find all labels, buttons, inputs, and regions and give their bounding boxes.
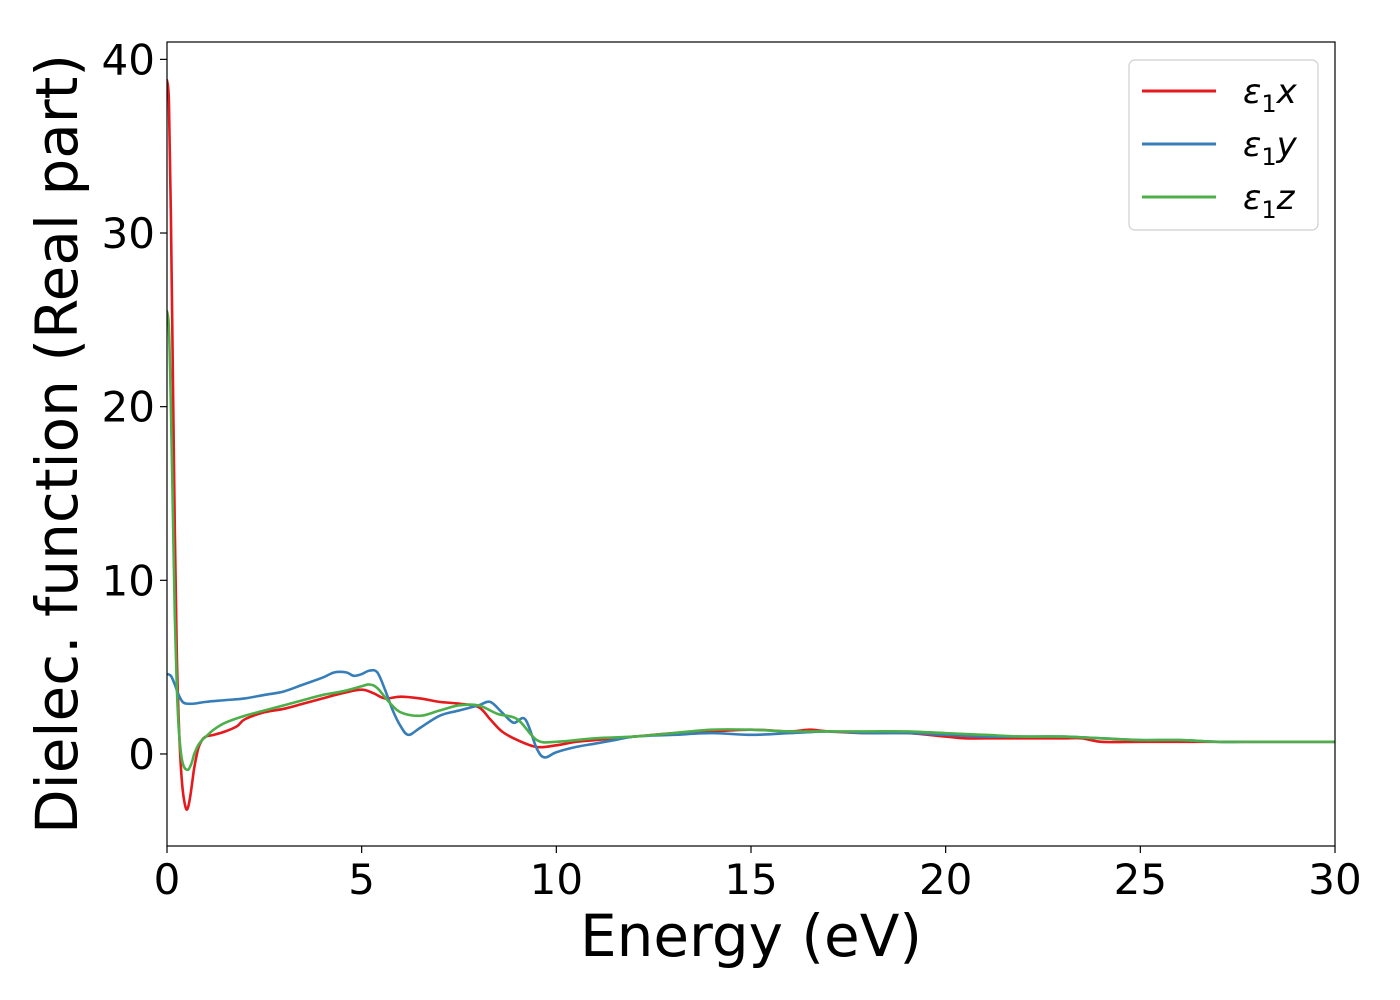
y-axis: 0 10 20 30 40 [102, 35, 167, 779]
y-tick-label: 10 [102, 556, 155, 605]
x-tick-label: 0 [154, 855, 181, 904]
legend-box [1128, 59, 1319, 231]
x-tick-label: 5 [348, 855, 375, 904]
legend-label-x: ε1x [1243, 72, 1298, 118]
y-tick-label: 40 [102, 35, 155, 84]
x-axis: 0 5 10 15 20 25 30 [154, 846, 1362, 904]
series-line-x [167, 78, 1335, 811]
series-line-z [167, 309, 1335, 772]
x-tick-label: 15 [724, 855, 777, 904]
y-tick-label: 20 [102, 383, 155, 432]
x-tick-label: 25 [1114, 855, 1167, 904]
legend-label-z: ε1z [1243, 178, 1296, 224]
series-layer [167, 78, 1335, 811]
x-tick-label: 30 [1308, 855, 1361, 904]
y-tick-label: 30 [102, 209, 155, 258]
x-tick-label: 10 [530, 855, 583, 904]
x-axis-label: Energy (eV) [580, 902, 922, 970]
x-tick-label: 20 [919, 855, 972, 904]
legend: ε1x ε1y ε1z [1128, 59, 1319, 231]
series-line-y [167, 668, 1335, 759]
y-axis-label: Dielec. function (Real part) [23, 54, 91, 834]
legend-label-y: ε1y [1243, 125, 1298, 171]
y-tick-label: 0 [128, 730, 155, 779]
